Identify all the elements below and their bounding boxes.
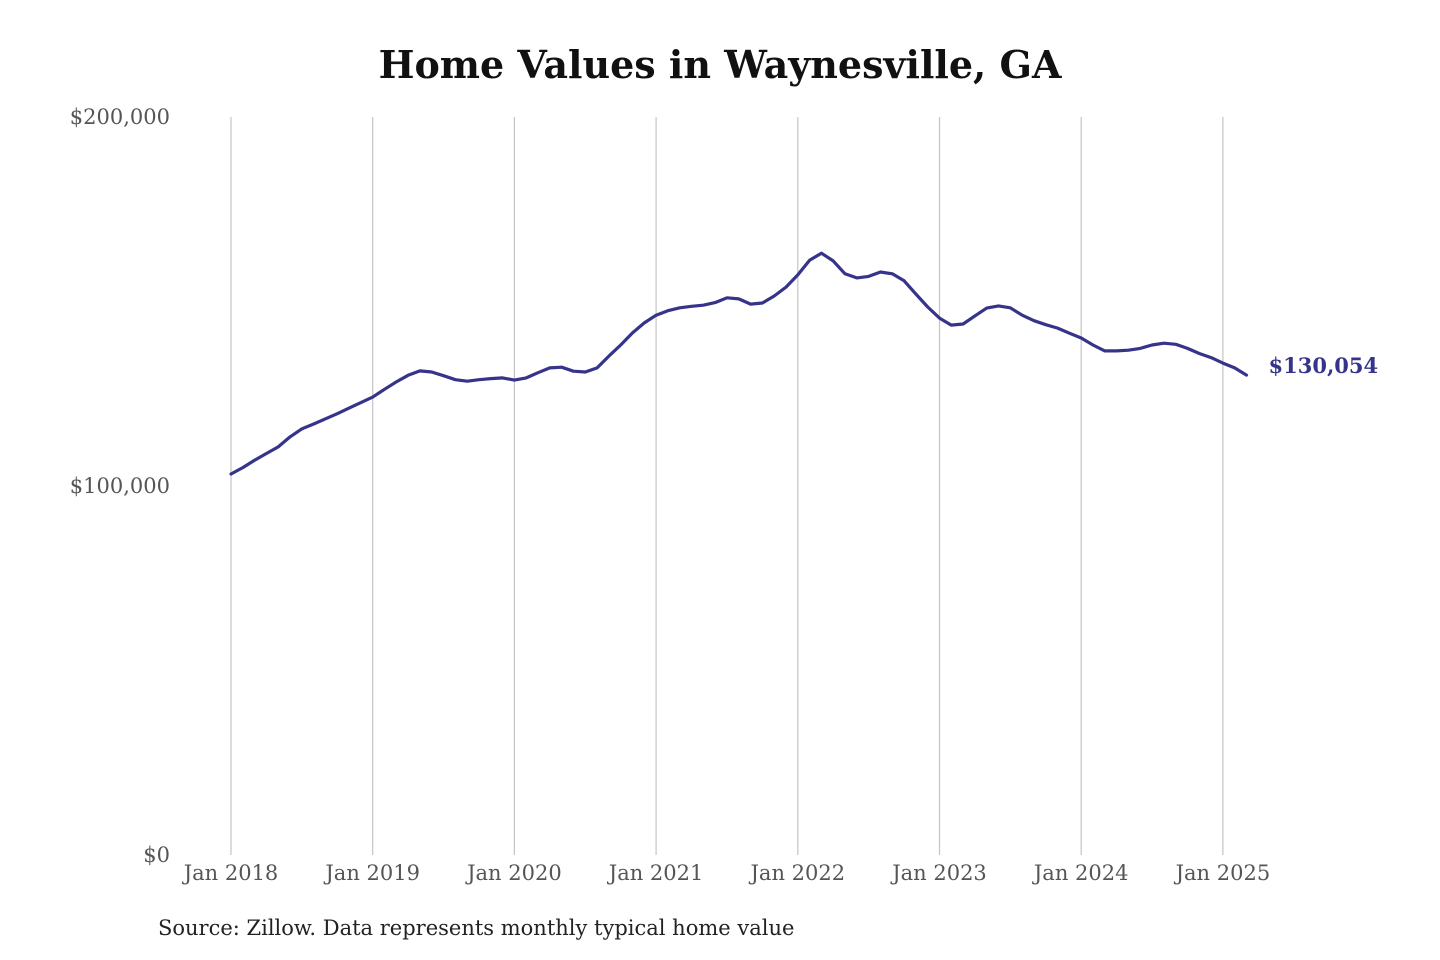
source-note: Source: Zillow. Data represents monthly … [158,916,795,940]
y-tick-label: $200,000 [70,105,170,129]
y-tick-label: $100,000 [70,474,170,498]
x-tick-label: Jan 2023 [890,861,987,885]
home-value-line [229,251,1249,476]
x-tick-label: Jan 2024 [1032,861,1129,885]
y-tick-label: $0 [143,843,170,867]
x-tick-label: Jan 2019 [323,861,420,885]
end-value-label: $130,054 [1269,353,1379,378]
x-tick-label: Jan 2021 [607,861,704,885]
x-tick-label: Jan 2022 [749,861,846,885]
x-tick-label: Jan 2018 [182,861,279,885]
chart-title: Home Values in Waynesville, GA [378,42,1062,87]
x-tick-label: Jan 2020 [465,861,562,885]
x-tick-label: Jan 2025 [1174,861,1271,885]
